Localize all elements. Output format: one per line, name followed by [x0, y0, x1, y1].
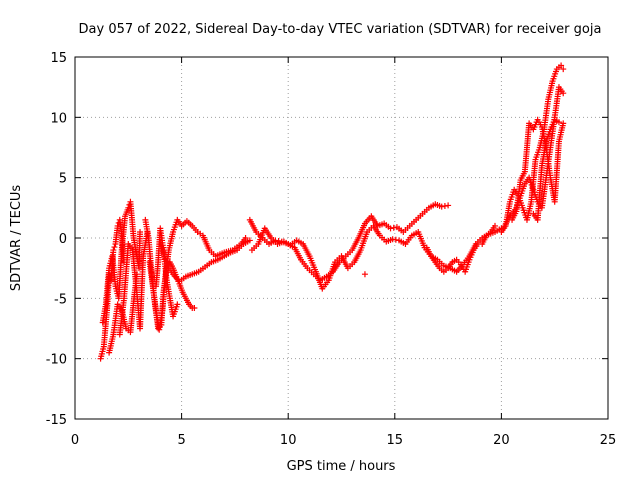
x-tick-label: 25: [600, 433, 617, 448]
x-tick-label: 15: [387, 433, 404, 448]
tick-labels: 0 5 10 15 20 25 -15 -10 -5 0 5 10 15: [46, 51, 617, 448]
outlier-point: [191, 304, 198, 311]
data-point: [492, 222, 499, 229]
data-point: [246, 237, 253, 244]
x-axis-label: GPS time / hours: [287, 459, 396, 474]
data-point: [110, 247, 117, 254]
outlier-point: [361, 271, 368, 278]
x-tick-label: 0: [71, 433, 79, 448]
data-point-trace: [441, 203, 448, 210]
data-points: [97, 62, 567, 362]
data-point-trace: [390, 224, 397, 231]
data-point: [558, 62, 565, 69]
data-point: [560, 90, 567, 97]
y-tick-label: 5: [59, 172, 67, 187]
data-point: [438, 203, 445, 210]
data-point: [137, 228, 144, 235]
y-tick-label: 15: [50, 51, 67, 66]
grid-lines: [75, 57, 608, 419]
data-point-trace: [392, 236, 399, 243]
data-point: [389, 236, 396, 243]
x-tick-label: 5: [177, 433, 185, 448]
y-tick-label: -5: [54, 292, 67, 307]
chart-title: Day 057 of 2022, Sidereal Day-to-day VTE…: [79, 22, 602, 37]
x-tick-label: 20: [493, 433, 510, 448]
data-point: [445, 202, 452, 209]
y-tick-label: 0: [59, 232, 67, 247]
y-tick-label: -15: [46, 413, 67, 428]
y-axis-label: SDTVAR / TECUs: [9, 185, 24, 292]
data-point-trace: [111, 244, 118, 251]
data-point: [174, 301, 181, 308]
y-tick-label: 10: [50, 111, 67, 126]
data-point: [560, 120, 567, 127]
y-tick-label: -10: [46, 353, 67, 368]
data-point: [387, 225, 394, 232]
x-tick-label: 10: [280, 433, 297, 448]
axis-ticks: [74, 56, 609, 420]
data-point: [555, 119, 562, 126]
data-point: [560, 66, 567, 73]
plot-frame: [74, 56, 609, 420]
